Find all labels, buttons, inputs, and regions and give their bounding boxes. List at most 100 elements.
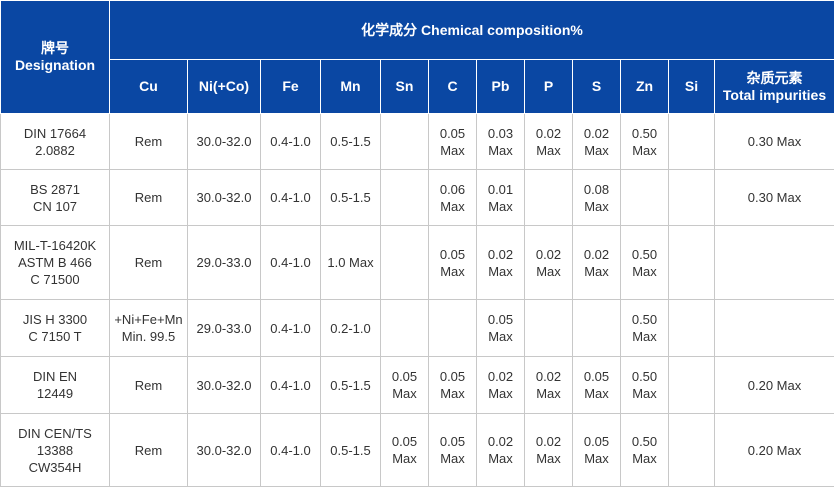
cell-mn: 0.5-1.5 (321, 114, 381, 170)
cell-line: Max (431, 385, 474, 402)
cell-line: Max (527, 450, 570, 467)
designation-header-en: Designation (3, 57, 107, 74)
cell-line: 0.02 (479, 433, 522, 450)
total-impurities-header-en: Total impurities (717, 87, 832, 104)
cell-si (669, 226, 715, 300)
cell-line: Max (431, 263, 474, 280)
cell-line: Rem (112, 442, 185, 459)
cell-line: Max (527, 142, 570, 159)
cell-line: 0.02 (479, 368, 522, 385)
cell-line: Max (575, 142, 618, 159)
cell-line: 0.4-1.0 (263, 442, 318, 459)
cell-line: 0.5-1.5 (323, 377, 378, 394)
cell-p (525, 300, 573, 357)
cell-line: 2.0882 (3, 142, 107, 159)
composition-header: 化学成分 Chemical composition% (110, 1, 834, 60)
cell-line: 29.0-33.0 (190, 254, 258, 271)
cell-cu: Rem (110, 357, 188, 414)
cell-line: DIN EN (3, 368, 107, 385)
cell-line: 0.50 (623, 311, 666, 328)
cell-line: 0.20 Max (717, 442, 832, 459)
cell-cu: Rem (110, 226, 188, 300)
cell-line: 0.4-1.0 (263, 254, 318, 271)
cell-line: 0.5-1.5 (323, 133, 378, 150)
cell-line: 0.50 (623, 246, 666, 263)
cell-ni: 30.0-32.0 (188, 414, 261, 487)
cell-line: 0.02 (527, 125, 570, 142)
cell-line: Max (479, 263, 522, 280)
cell-line: 0.4-1.0 (263, 320, 318, 337)
cell-line: C 7150 T (3, 328, 107, 345)
cell-ni: 29.0-33.0 (188, 300, 261, 357)
cell-line: 0.2-1.0 (323, 320, 378, 337)
cell-si (669, 114, 715, 170)
cell-line: 0.50 (623, 368, 666, 385)
cell-si (669, 300, 715, 357)
cell-line: Max (623, 142, 666, 159)
cell-sn (381, 114, 429, 170)
cell-line: CN 107 (3, 198, 107, 215)
cell-line: Max (431, 142, 474, 159)
cell-mn: 0.5-1.5 (321, 414, 381, 487)
cell-line: 0.02 (527, 246, 570, 263)
cell-line: 0.05 (479, 311, 522, 328)
col-header-p: P (525, 60, 573, 114)
designation-header: 牌号 Designation (1, 1, 110, 114)
cell-line: ASTM B 466 (3, 254, 107, 271)
cell-total-impurities: 0.30 Max (715, 170, 834, 226)
cell-sn (381, 300, 429, 357)
cell-line: 0.02 (575, 246, 618, 263)
cell-ni: 29.0-33.0 (188, 226, 261, 300)
cell-line: 0.4-1.0 (263, 189, 318, 206)
cell-sn (381, 170, 429, 226)
cell-line: Max (575, 198, 618, 215)
cell-total-impurities: 0.30 Max (715, 114, 834, 170)
cell-cu: Rem (110, 414, 188, 487)
cell-sn (381, 226, 429, 300)
cell-line: 0.06 (431, 181, 474, 198)
cell-line: 0.30 Max (717, 189, 832, 206)
cell-line: Max (575, 450, 618, 467)
cell-line: 0.4-1.0 (263, 377, 318, 394)
cell-fe: 0.4-1.0 (261, 414, 321, 487)
cell-line: 0.05 (383, 368, 426, 385)
cell-line: 0.05 (431, 246, 474, 263)
cell-line: Max (431, 198, 474, 215)
cell-si (669, 414, 715, 487)
cell-line: JIS H 3300 (3, 311, 107, 328)
cell-mn: 0.5-1.5 (321, 170, 381, 226)
cell-mn: 0.5-1.5 (321, 357, 381, 414)
cell-line: 0.4-1.0 (263, 133, 318, 150)
col-header-si: Si (669, 60, 715, 114)
cell-total-impurities: 0.20 Max (715, 357, 834, 414)
col-header-cu: Cu (110, 60, 188, 114)
cell-line: 0.30 Max (717, 133, 832, 150)
col-header-zn: Zn (621, 60, 669, 114)
cell-line: Max (383, 450, 426, 467)
cell-line: 0.5-1.5 (323, 189, 378, 206)
cell-line: Max (623, 385, 666, 402)
cell-line: 0.08 (575, 181, 618, 198)
cell-line: 0.02 (527, 368, 570, 385)
col-header-mn: Mn (321, 60, 381, 114)
cell-line: 0.50 (623, 433, 666, 450)
col-header-s: S (573, 60, 621, 114)
